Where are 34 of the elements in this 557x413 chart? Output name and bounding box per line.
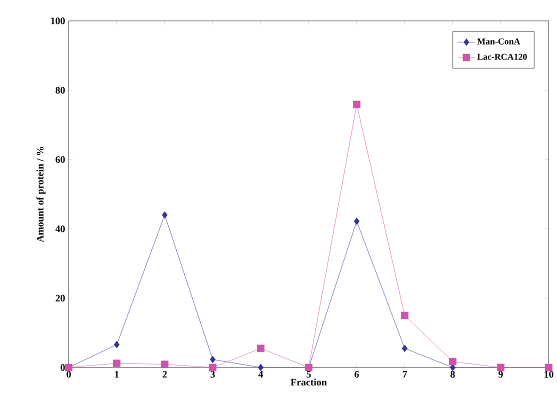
y-axis-title: Amount of protein / %	[36, 146, 46, 242]
y-tick-label: 60	[56, 156, 65, 163]
point	[402, 344, 408, 352]
x-tick-label: 3	[210, 370, 215, 378]
y-tick-label: 80	[56, 86, 65, 94]
x-tick-label: 9	[498, 370, 503, 378]
point	[258, 364, 264, 371]
x-tick-label: 6	[354, 370, 359, 378]
point	[113, 360, 120, 367]
y-tick-label: 100	[51, 17, 65, 24]
point	[210, 356, 216, 364]
point	[162, 211, 168, 219]
x-tick-label: 5	[306, 370, 311, 378]
y-tick-label: 40	[55, 225, 65, 232]
point	[257, 344, 264, 352]
x-tick-label: 1	[115, 370, 119, 378]
point	[114, 340, 120, 348]
x-tick-label: 8	[450, 370, 455, 378]
y-tick-label: 20	[56, 294, 65, 302]
point	[209, 364, 216, 371]
y-tick-label: 0	[60, 364, 65, 371]
point	[354, 217, 360, 225]
x-tick-label: 10	[544, 370, 554, 378]
x-axis-title: Fraction	[290, 378, 327, 386]
x-tick-label: 7	[402, 370, 407, 378]
x-tick-label: 0	[66, 370, 71, 378]
point	[161, 360, 168, 368]
legend-label: Man-ConA	[477, 38, 520, 44]
point	[401, 312, 408, 320]
x-tick-label: 4	[258, 370, 264, 378]
x-tick-label: 2	[162, 370, 167, 378]
legend-label: Lac-RCA120	[477, 54, 527, 60]
point	[353, 100, 360, 108]
point	[449, 358, 456, 366]
